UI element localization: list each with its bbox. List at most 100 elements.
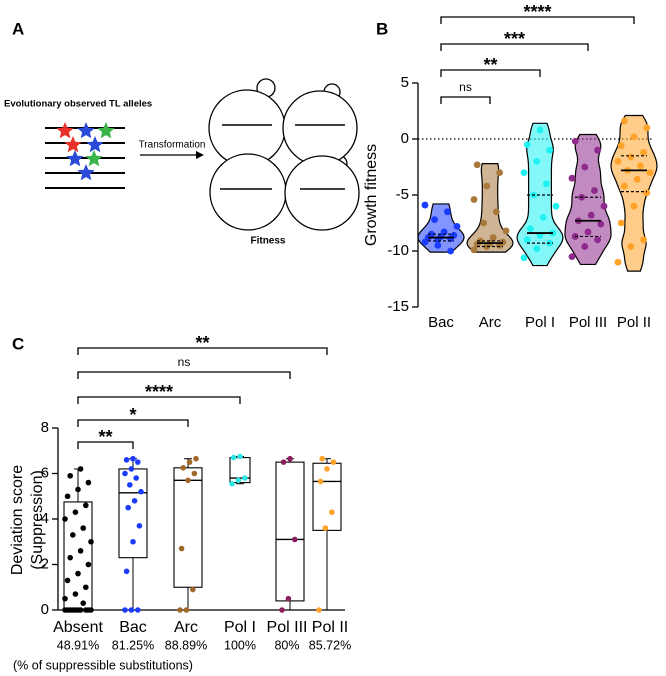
data-point [67, 554, 73, 561]
data-point [591, 187, 598, 194]
significance-label: ** [195, 333, 209, 353]
data-point [499, 238, 507, 246]
x-tick-label: Bac [119, 619, 147, 636]
data-point [193, 455, 199, 462]
data-point [322, 525, 329, 531]
data-point [280, 459, 287, 465]
data-point [587, 211, 595, 219]
star [77, 164, 95, 181]
data-point [617, 219, 625, 227]
data-point [75, 486, 81, 493]
input-label: Evolutionary observed TL alleles [4, 99, 152, 110]
data-point [279, 607, 285, 613]
y-tick-label: 6 [41, 464, 49, 481]
data-point [546, 146, 553, 154]
data-point [229, 480, 235, 487]
data-point [571, 137, 579, 145]
data-point [480, 219, 487, 227]
x-sublabel: 81.25% [112, 638, 154, 652]
data-point [235, 477, 242, 484]
y-tick-label: 0 [41, 601, 49, 618]
x-sublabel: 80% [274, 638, 299, 652]
data-point [287, 455, 293, 462]
data-point [177, 607, 183, 613]
data-point [77, 466, 84, 472]
data-point [180, 465, 186, 471]
note: (% of suppressible substitutions) [13, 658, 193, 672]
data-point [62, 516, 68, 522]
data-point [640, 236, 647, 244]
data-point [64, 493, 71, 500]
y-axis-title: Growth fitness [363, 144, 380, 246]
data-point [138, 488, 144, 495]
y-tick-label: -10 [387, 242, 409, 259]
data-point [502, 227, 510, 235]
significance-label: ns [178, 355, 191, 369]
data-point [584, 228, 592, 236]
data-point [122, 607, 128, 613]
data-point [627, 153, 635, 161]
box [173, 467, 203, 588]
data-point [83, 502, 89, 509]
x-sublabel: 48.91% [57, 638, 99, 652]
data-point [533, 245, 541, 253]
data-point [496, 169, 503, 177]
star [77, 122, 95, 139]
significance-bracket [77, 371, 291, 379]
data-point [614, 158, 622, 165]
significance-label: *** [504, 29, 525, 49]
x-sublabel: 88.89% [165, 638, 207, 652]
data-point [594, 146, 601, 154]
x-tick-label: Bac [428, 314, 454, 331]
star [86, 136, 104, 153]
data-point [594, 236, 601, 244]
significance-bracket [440, 16, 635, 24]
data-point [292, 536, 298, 543]
data-point [568, 174, 576, 182]
violin [466, 163, 514, 253]
panel-label: B [376, 19, 388, 38]
data-point [543, 180, 550, 188]
data-point [316, 607, 322, 613]
output-label: Fitness [250, 236, 285, 247]
data-point [614, 258, 622, 266]
significance-label: **** [145, 382, 173, 402]
data-point [128, 466, 135, 472]
data-point [133, 475, 139, 481]
x-tick-label: Pol III [569, 314, 607, 331]
data-point [597, 220, 605, 228]
data-point [85, 479, 92, 486]
x-sublabel: 100% [224, 638, 256, 652]
data-point [428, 230, 435, 238]
data-point [324, 466, 330, 472]
y-axis-title: (Suppression) [29, 470, 46, 570]
data-point [527, 225, 534, 233]
significance-bracket [77, 419, 189, 427]
data-point [230, 454, 237, 461]
y-tick-label: 4 [41, 510, 49, 527]
data-point [285, 595, 292, 602]
x-tick-label: Pol I [525, 314, 555, 331]
data-point [77, 548, 84, 554]
data-point [637, 162, 644, 170]
violin [564, 133, 612, 266]
y-axis-title: Deviation score [9, 465, 26, 575]
data-point [520, 169, 528, 177]
box [275, 461, 305, 602]
data-point [581, 243, 589, 250]
data-point [568, 253, 576, 260]
data-point [178, 545, 185, 552]
data-point [83, 584, 89, 591]
x-tick-label: Pol II [617, 314, 651, 331]
panel-label: A [12, 19, 24, 38]
data-point [621, 117, 628, 125]
data-point [640, 149, 647, 156]
data-point [444, 208, 451, 216]
arrow-head [196, 151, 204, 159]
data-point [523, 141, 531, 149]
data-point [186, 459, 193, 465]
data-point [646, 169, 654, 177]
y-tick-label: 5 [401, 74, 409, 91]
data-point [627, 243, 635, 250]
significance-bracket [440, 69, 541, 77]
